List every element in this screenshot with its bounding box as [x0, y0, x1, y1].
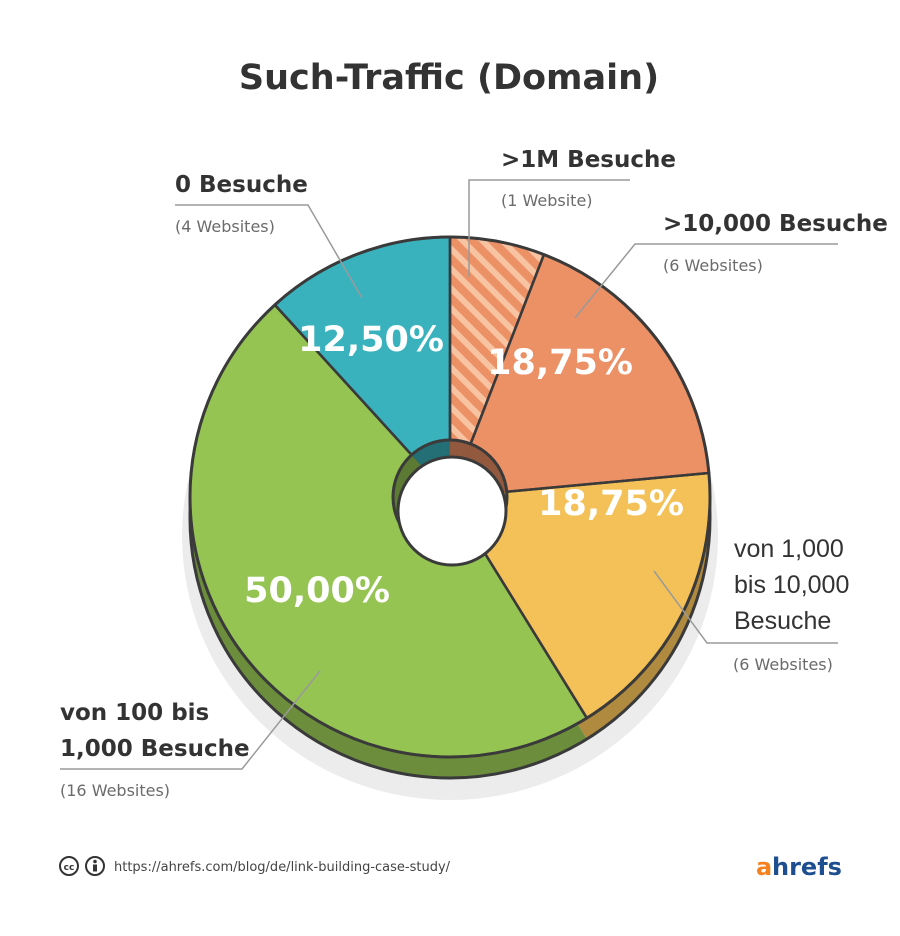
count-label-0: (4 Websites) — [175, 217, 275, 236]
count-label-1m: (1 Website) — [501, 191, 593, 210]
pie-slice-1 — [450, 254, 709, 497]
leader-line-100-1000 — [60, 670, 321, 770]
pie-slice-0 — [450, 237, 544, 497]
category-label-100-1000-line2: 1,000 Besuche — [60, 736, 250, 762]
pct-label-1000-10000: 18,75% — [538, 484, 684, 524]
category-label-0: 0 Besuche — [175, 172, 308, 198]
pie-hole — [391, 438, 509, 567]
pie-slice-4 — [274, 237, 450, 497]
pct-label-0: 12,50% — [298, 320, 444, 360]
hole-center — [396, 455, 508, 567]
logo-letters-hrefs: hrefs — [772, 853, 842, 881]
leader-line-1000-10000 — [653, 570, 838, 644]
attribution-icon — [85, 856, 105, 876]
logo-letter-a: a — [756, 853, 772, 881]
category-label-10000: >10,000 Besuche — [663, 211, 888, 237]
category-label-1000-10000-line3: Besuche — [734, 607, 831, 635]
pie-slices — [188, 235, 712, 759]
category-label-100-1000-line1: von 100 bis — [60, 700, 209, 726]
category-label-1m: >1M Besuche — [501, 147, 676, 173]
leader-line-1m — [468, 179, 630, 277]
svg-text:cc: cc — [64, 863, 75, 873]
ahrefs-logo: a hrefs — [756, 853, 842, 881]
leader-line-0 — [175, 204, 363, 299]
category-label-1000-10000-line2: bis 10,000 — [734, 571, 849, 599]
chart-title: Such-Traffic (Domain) — [239, 58, 659, 98]
cc-icon: cc — [59, 856, 79, 876]
pie-outline — [188, 235, 712, 759]
footer-url[interactable]: https://ahrefs.com/blog/de/link-building… — [114, 860, 451, 875]
leader-line-10000 — [574, 243, 838, 319]
pct-label-100-1000: 50,00% — [244, 571, 390, 611]
count-label-1000-10000: (6 Websites) — [733, 655, 833, 674]
category-label-1000-10000-line1: von 1,000 — [734, 535, 844, 563]
count-label-100-1000: (16 Websites) — [60, 781, 170, 800]
pie-slice-3 — [190, 304, 587, 757]
count-label-10000: (6 Websites) — [663, 256, 763, 275]
pie-slice-2 — [450, 473, 710, 719]
pct-label-10000: 18,75% — [487, 343, 633, 383]
